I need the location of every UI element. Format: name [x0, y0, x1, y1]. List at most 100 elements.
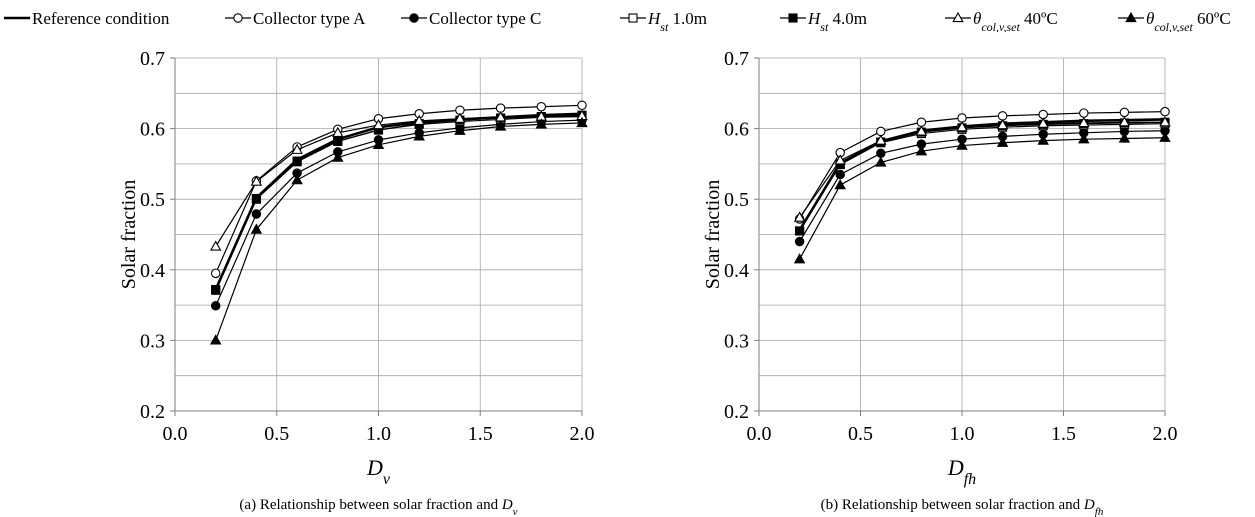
- x-tick-label: 0.0: [747, 423, 772, 445]
- data-point: [793, 211, 806, 222]
- series-line: [215, 104, 583, 274]
- x-axis-label: Dv: [366, 455, 391, 488]
- legend-marker: [1125, 11, 1137, 23]
- x-tick-label: 2.0: [1153, 423, 1178, 445]
- y-tick-label: 0.5: [724, 189, 749, 211]
- legend-entry: Reference condition: [4, 9, 170, 28]
- series-line: [799, 121, 1165, 218]
- data-point: [576, 116, 588, 128]
- data-point: [956, 121, 968, 132]
- series-line: [215, 114, 583, 291]
- legend-entry: θcol,v,set 60ºC: [1118, 9, 1231, 32]
- series-line: [799, 121, 1166, 232]
- legend-marker: [952, 11, 964, 23]
- legend-label: Hst 1.0m: [647, 9, 707, 32]
- series-line: [215, 119, 583, 307]
- data-point: [1037, 134, 1049, 145]
- series: [209, 109, 588, 251]
- legend-entry: Hst 4.0m: [780, 9, 867, 32]
- data-point: [332, 126, 344, 137]
- data-point: [413, 130, 425, 141]
- data-point: [795, 226, 805, 236]
- legend-label: Reference condition: [32, 9, 170, 28]
- data-point: [332, 151, 344, 162]
- data-point: [1038, 109, 1048, 120]
- data-point: [1078, 133, 1090, 144]
- data-point: [210, 268, 221, 279]
- series-line: [214, 112, 583, 291]
- x-tick-label: 0.5: [264, 423, 289, 445]
- data-point: [209, 334, 222, 345]
- chart-caption: (a) Relationship between solar fraction …: [239, 497, 517, 517]
- y-tick-label: 0.2: [724, 401, 749, 423]
- series-line: [798, 118, 1166, 231]
- data-point: [835, 169, 845, 180]
- y-axis-label: Solar fraction: [702, 180, 724, 289]
- legend-label: Collector type C: [429, 9, 541, 28]
- data-point: [957, 113, 967, 123]
- chart-legend: Reference condition Collector type A Colle…: [4, 9, 1231, 32]
- data-point: [1079, 108, 1089, 118]
- data-point: [915, 125, 928, 136]
- series-line: [799, 123, 1166, 232]
- series: [795, 117, 1170, 236]
- y-tick-label: 0.5: [140, 189, 165, 211]
- y-tick-label: 0.4: [140, 260, 165, 282]
- data-point: [250, 223, 263, 234]
- y-tick-label: 0.2: [140, 401, 165, 423]
- data-point: [454, 112, 466, 123]
- chart-caption: (b) Relationship between solar fraction …: [821, 497, 1104, 517]
- legend-label: Hst 4.0m: [807, 9, 867, 32]
- data-point: [793, 253, 806, 264]
- data-point: [1159, 116, 1171, 127]
- series-line: [799, 111, 1166, 220]
- series: [795, 119, 1170, 236]
- series: [793, 116, 1171, 222]
- series-line: [215, 122, 583, 341]
- y-tick-label: 0.3: [140, 330, 165, 352]
- data-point: [251, 209, 262, 219]
- data-point: [291, 174, 303, 185]
- data-point: [372, 118, 385, 130]
- x-tick-label: 2.0: [570, 423, 595, 445]
- series: [210, 115, 587, 311]
- legend-marker: [233, 13, 243, 23]
- legend-label: Collector type A: [253, 9, 366, 28]
- data-point: [915, 145, 928, 156]
- data-point: [997, 111, 1008, 121]
- data-point: [876, 126, 886, 137]
- legend-entry: Collector type A: [225, 9, 366, 28]
- data-point: [1159, 131, 1171, 142]
- x-axis-label: Dfh: [947, 455, 976, 488]
- legend-marker: [409, 13, 419, 23]
- data-point: [1118, 132, 1131, 143]
- x-tick-label: 1.5: [468, 423, 493, 445]
- data-point: [1037, 117, 1049, 128]
- x-tick-label: 1.5: [1051, 423, 1076, 445]
- data-point: [956, 139, 968, 150]
- data-point: [535, 118, 548, 129]
- x-tick-label: 0.5: [848, 423, 873, 445]
- data-point: [1118, 116, 1131, 127]
- legend-marker: [788, 13, 798, 23]
- data-point: [209, 240, 222, 251]
- data-point: [875, 156, 887, 167]
- x-tick-label: 0.0: [163, 423, 188, 445]
- data-point: [916, 117, 927, 127]
- x-tick-label: 1.0: [366, 423, 391, 445]
- series-line: [215, 115, 583, 247]
- data-point: [834, 178, 846, 190]
- data-point: [794, 236, 805, 247]
- series-line: [799, 130, 1166, 242]
- data-point: [251, 194, 261, 204]
- data-point: [1078, 116, 1090, 128]
- chart-panel-b: 0.2 0.3 0.4 0.5 0.6 0.7 0.0 0.5 1.0 1.5 2.0 Solar f…: [702, 48, 1178, 517]
- data-point: [333, 136, 343, 146]
- data-point: [876, 148, 886, 159]
- data-point: [494, 120, 507, 131]
- y-tick-label: 0.6: [140, 119, 165, 141]
- data-point: [210, 301, 221, 311]
- data-point: [996, 118, 1009, 130]
- data-point: [996, 136, 1009, 147]
